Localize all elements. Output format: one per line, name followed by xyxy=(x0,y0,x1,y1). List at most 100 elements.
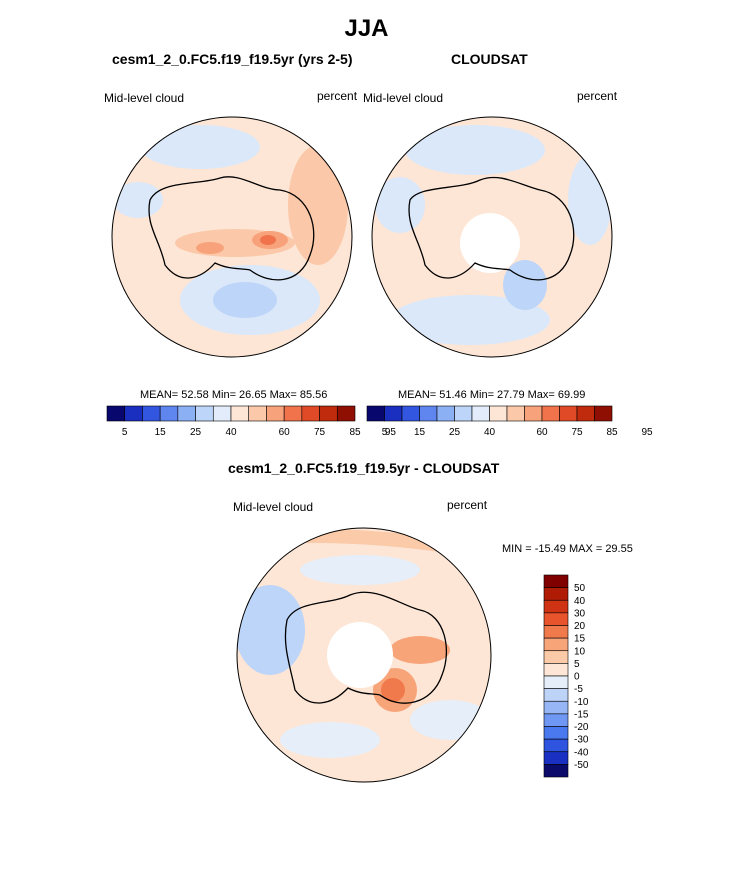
colorbar-tick-label: 60 xyxy=(279,427,291,438)
obs-variable-label: Mid-level cloud xyxy=(363,91,444,105)
colorbar-swatch xyxy=(177,405,196,422)
colorbar-swatch xyxy=(543,650,569,664)
colorbar-tick-label: -15 xyxy=(574,709,589,720)
colorbar-tick-label: 15 xyxy=(574,634,586,645)
model-map-border xyxy=(111,116,353,358)
obs-low-cloud-region xyxy=(375,177,425,233)
colorbar-swatch xyxy=(124,405,143,422)
colorbar-swatch xyxy=(594,405,613,422)
obs-low-cloud-region xyxy=(503,260,547,310)
diff-negative-region xyxy=(410,700,490,740)
colorbar-swatch xyxy=(559,405,578,422)
colorbar-swatch xyxy=(543,574,569,588)
colorbar-tick-label: 15 xyxy=(414,427,426,438)
colorbar-tick-label: 75 xyxy=(571,427,583,438)
colorbar-swatch xyxy=(543,738,569,753)
diff-map-border xyxy=(236,527,492,783)
model-colorbar: 5 15 25 40 60 75 85 95 xyxy=(106,405,397,438)
colorbar-swatch xyxy=(159,405,179,422)
model-low-cloud-region xyxy=(213,282,277,318)
colorbar-swatch xyxy=(142,405,161,422)
colorbar-swatch xyxy=(524,405,543,422)
colorbar-swatch xyxy=(543,675,569,689)
colorbar-tick-label: 40 xyxy=(225,427,237,438)
colorbar-tick-label: -40 xyxy=(574,747,589,758)
obs-colorbar: 5 15 25 40 60 75 85 95 xyxy=(366,405,653,438)
colorbar-tick-label: 10 xyxy=(574,646,586,657)
colorbar-swatch xyxy=(543,688,569,702)
model-stats: MEAN= 52.58 Min= 26.65 Max= 85.56 xyxy=(140,389,328,401)
colorbar-tick-label: 95 xyxy=(385,427,397,438)
diff-map xyxy=(236,527,492,783)
colorbar-swatch xyxy=(489,405,508,422)
colorbar-swatch xyxy=(471,405,490,422)
diff-negative-region xyxy=(237,585,305,675)
model-map xyxy=(111,116,353,358)
colorbar-tick-label: 85 xyxy=(606,427,618,438)
obs-coastline xyxy=(408,176,575,281)
obs-low-cloud-region xyxy=(390,295,550,345)
obs-map xyxy=(371,116,613,358)
colorbar-swatch xyxy=(230,405,250,422)
colorbar-swatch xyxy=(384,405,403,422)
colorbar-tick-label: -30 xyxy=(574,735,589,746)
colorbar-swatch xyxy=(212,405,232,422)
diff-units-label: percent xyxy=(447,498,488,512)
colorbar-tick-label: 75 xyxy=(314,427,326,438)
colorbar-swatch xyxy=(419,405,438,422)
model-units-label: percent xyxy=(317,89,358,103)
colorbar-tick-label: 95 xyxy=(641,427,653,438)
obs-stats: MEAN= 51.46 Min= 27.79 Max= 69.99 xyxy=(398,389,586,401)
colorbar-tick-label: 25 xyxy=(449,427,461,438)
colorbar-swatch xyxy=(543,700,569,715)
colorbar-swatch xyxy=(436,405,455,422)
colorbar-swatch xyxy=(543,751,569,765)
colorbar-swatch xyxy=(283,405,303,422)
model-variable-label: Mid-level cloud xyxy=(104,91,185,105)
diff-negative-region xyxy=(280,722,380,758)
diff-positive-region xyxy=(390,636,450,664)
colorbar-swatch xyxy=(454,405,473,422)
model-high-cloud-region xyxy=(196,242,224,254)
model-coastline xyxy=(148,176,315,281)
colorbar-tick-label: 50 xyxy=(574,583,586,594)
colorbar-swatch xyxy=(319,405,338,422)
diff-panel-title: cesm1_2_0.FC5.f19_f19.5yr - CLOUDSAT xyxy=(228,460,500,476)
page-title: JJA xyxy=(344,15,389,42)
obs-units-label: percent xyxy=(577,89,618,103)
diff-stats: MIN = -15.49 MAX = 29.55 xyxy=(502,543,633,555)
obs-panel-title: CLOUDSAT xyxy=(451,51,528,67)
diff-missing-data-hole xyxy=(327,622,393,688)
colorbar-swatch xyxy=(248,405,267,422)
model-low-cloud-region xyxy=(140,125,260,169)
colorbar-tick-label: 60 xyxy=(536,427,548,438)
colorbar-swatch xyxy=(543,625,569,639)
model-max-cloud-region xyxy=(260,235,276,245)
colorbar-tick-label: -50 xyxy=(574,760,589,771)
colorbar-swatch xyxy=(543,713,569,727)
colorbar-tick-label: 30 xyxy=(574,608,586,619)
colorbar-swatch xyxy=(301,405,320,422)
colorbar-swatch xyxy=(543,637,569,652)
obs-missing-data-hole xyxy=(460,213,520,273)
colorbar-tick-label: 5 xyxy=(122,427,128,438)
colorbar-tick-label: 85 xyxy=(349,427,361,438)
colorbar-swatch xyxy=(543,612,569,626)
obs-map-border xyxy=(371,116,613,358)
model-low-cloud-region xyxy=(113,182,163,218)
diff-coastline xyxy=(284,591,448,704)
colorbar-swatch xyxy=(401,405,420,422)
colorbar-tick-label: -20 xyxy=(574,722,589,733)
colorbar-swatch xyxy=(506,405,525,422)
colorbar-swatch xyxy=(266,405,285,422)
colorbar-tick-label: 40 xyxy=(484,427,496,438)
colorbar-tick-label: -10 xyxy=(574,697,589,708)
colorbar-swatch xyxy=(543,587,569,601)
colorbar-swatch xyxy=(543,726,569,740)
obs-low-cloud-region xyxy=(405,125,545,175)
model-panel-title: cesm1_2_0.FC5.f19_f19.5yr (yrs 2-5) xyxy=(112,51,353,67)
colorbar-tick-label: 25 xyxy=(190,427,202,438)
colorbar-swatch xyxy=(576,405,595,422)
